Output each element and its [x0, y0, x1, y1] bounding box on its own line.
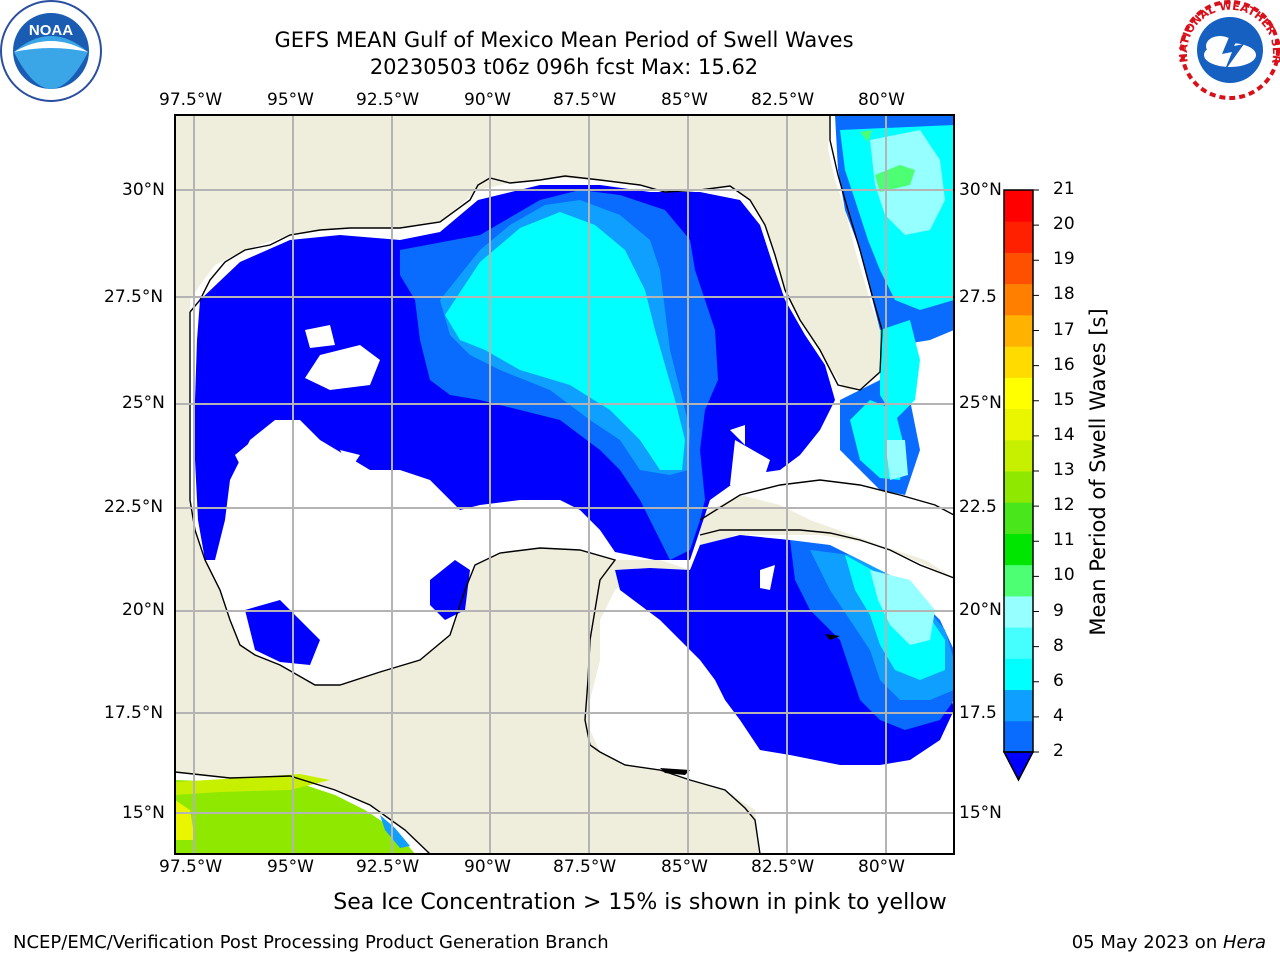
colorbar-segment — [1004, 439, 1033, 472]
colorbar-tick-label: 10 — [1053, 565, 1075, 586]
colorbar — [1002, 189, 1039, 782]
lat-label-left: 25°N — [122, 393, 165, 413]
lon-label-top: 82.5°W — [751, 90, 815, 110]
lon-label-bottom: 90°W — [464, 857, 511, 877]
lat-label-left: 15°N — [122, 803, 165, 823]
lat-label-left: 20°N — [122, 600, 165, 620]
footer-date-text: 05 May 2023 on — [1071, 932, 1223, 953]
colorbar-tick-label: 11 — [1053, 530, 1075, 551]
colorbar-segment — [1004, 502, 1033, 534]
map-frame — [174, 114, 955, 855]
lat-label-right: 27.5 — [959, 287, 997, 307]
colorbar-segment — [1004, 689, 1033, 722]
footer-date: 05 May 2023 on Hera — [1072, 932, 1266, 953]
colorbar-segment — [1004, 533, 1033, 566]
map-subtitle: 20230503 t06z 096h fcst Max: 15.62 — [369, 55, 759, 79]
map-title: GEFS MEAN Gulf of Mexico Mean Period of … — [274, 28, 854, 52]
colorbar-tick-label: 12 — [1053, 495, 1075, 516]
colorbar-tick-label: 21 — [1053, 179, 1075, 199]
colorbar-tick-label: 4 — [1053, 705, 1064, 726]
swell-holes — [235, 325, 775, 682]
sea-ice-caption: Sea Ice Concentration > 15% is shown in … — [333, 890, 947, 915]
colorbar-tick-label: 18 — [1053, 284, 1075, 305]
colorbar-tick-label: 6 — [1053, 670, 1064, 691]
lat-label-right: 25°N — [959, 393, 1002, 413]
colorbar-segment — [1004, 595, 1033, 628]
lon-label-bottom: 95°W — [267, 857, 314, 877]
lat-label-right: 15°N — [959, 803, 1002, 823]
lon-label-bottom: 87.5°W — [553, 857, 617, 877]
colorbar-extend-arrow — [1002, 751, 1035, 782]
colorbar-tick-label: 15 — [1053, 389, 1075, 410]
colorbar-segment — [1004, 408, 1033, 441]
pacific-long-swell — [175, 774, 415, 854]
gridlines — [175, 115, 954, 854]
lon-label-top: 80°W — [858, 90, 905, 110]
lon-label-bottom: 85°W — [661, 857, 708, 877]
colorbar-segment — [1004, 252, 1033, 285]
lon-label-bottom: 80°W — [858, 857, 905, 877]
colorbar-segment — [1004, 314, 1033, 347]
lon-label-top: 87.5°W — [553, 90, 617, 110]
colorbar-tick-label: 19 — [1053, 249, 1075, 270]
lon-label-bottom: 92.5°W — [356, 857, 420, 877]
colorbar-tick-label: 9 — [1053, 600, 1064, 621]
lon-label-top: 97.5°W — [159, 90, 223, 110]
colorbar-tick-label: 20 — [1053, 214, 1075, 235]
colorbar-segment — [1004, 627, 1033, 659]
colorbar-tick-label: 14 — [1053, 424, 1075, 445]
colorbar-segment — [1004, 190, 1033, 222]
colorbar-tick-label: 16 — [1053, 354, 1075, 375]
lon-label-top: 90°W — [464, 90, 511, 110]
gulf-map — [175, 115, 954, 854]
colorbar-tick-label: 8 — [1053, 635, 1064, 656]
lat-label-right: 22.5 — [959, 497, 997, 517]
lon-label-top: 95°W — [267, 90, 314, 110]
lat-label-left: 27.5°N — [104, 287, 164, 307]
lat-label-right: 20°N — [959, 600, 1002, 620]
footer-host: Hera — [1222, 932, 1266, 953]
colorbar-segment — [1004, 283, 1033, 316]
lat-label-left: 17.5°N — [104, 703, 164, 723]
lat-label-right: 17.5 — [959, 703, 997, 723]
colorbar-tick-label: 2 — [1053, 741, 1064, 761]
lon-label-bottom: 97.5°W — [159, 857, 223, 877]
lon-label-bottom: 82.5°W — [751, 857, 815, 877]
lat-label-right: 30°N — [959, 180, 1002, 200]
colorbar-tick-label: 13 — [1053, 460, 1075, 480]
colorbar-title: Mean Period of Swell Waves [s] — [1086, 308, 1110, 636]
lat-label-left: 30°N — [122, 180, 165, 200]
colorbar-segment — [1004, 564, 1033, 597]
colorbar-tick-label: 17 — [1053, 319, 1075, 340]
lat-label-left: 22.5°N — [104, 497, 164, 517]
colorbar-segment — [1004, 221, 1033, 253]
noaa-logo: NOAA — [0, 0, 102, 102]
noaa-logo-text: NOAA — [29, 22, 73, 39]
lon-label-top: 92.5°W — [356, 90, 420, 110]
footer-branch: NCEP/EMC/Verification Post Processing Pr… — [13, 932, 609, 953]
colorbar-segment — [1004, 471, 1033, 503]
lon-label-top: 85°W — [661, 90, 708, 110]
islands — [660, 634, 840, 775]
colorbar-segment — [1004, 377, 1033, 410]
colorbar-segment — [1004, 720, 1033, 753]
nws-logo-text: NATIONAL WEATHER SERVICE — [0, 0, 1280, 65]
colorbar-segment — [1004, 658, 1033, 691]
colorbar-segment — [1004, 346, 1033, 378]
nws-logo — [1180, 0, 1280, 100]
coastlines — [175, 115, 954, 854]
